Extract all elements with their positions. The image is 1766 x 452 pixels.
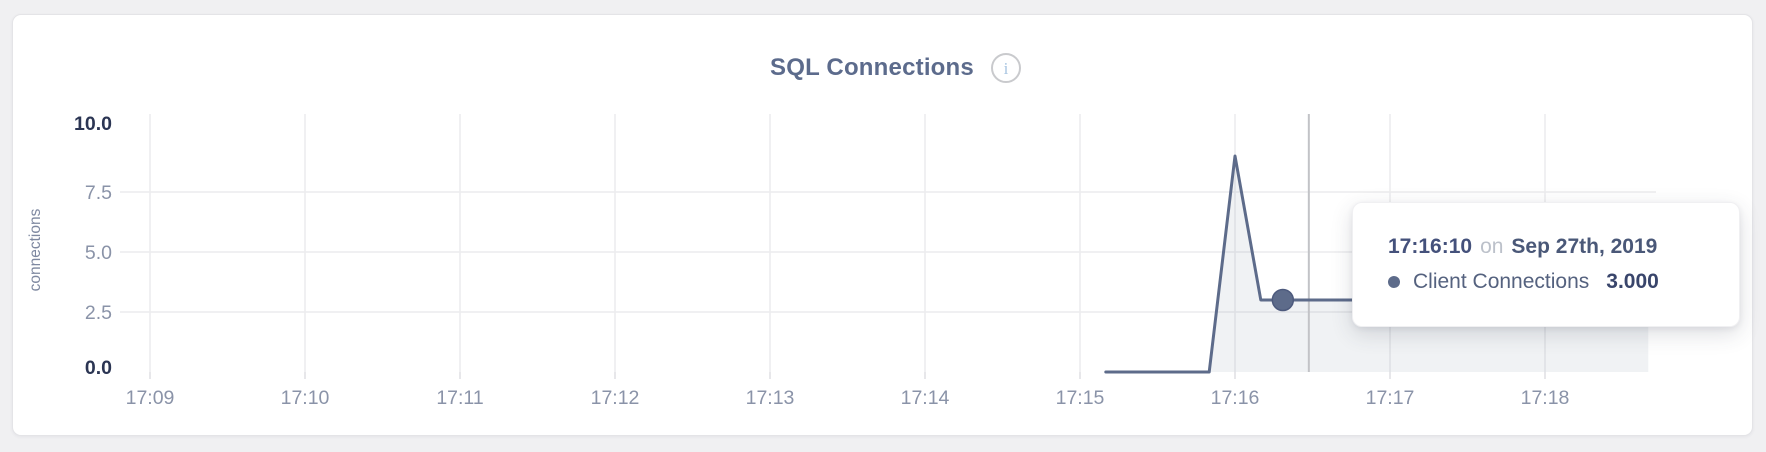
y-tick-label: 10.0: [74, 113, 112, 135]
y-tick-label: 0.0: [85, 357, 112, 379]
chart-title: SQL Connections: [770, 54, 974, 81]
x-tick-label: 17:16: [1211, 387, 1260, 409]
x-tick-label: 17:12: [591, 387, 640, 409]
x-tick-label: 17:10: [281, 387, 330, 409]
info-icon[interactable]: i: [990, 53, 1021, 83]
tooltip-conjunction: on: [1480, 235, 1504, 258]
tooltip-header-line: 17:16:10 on Sep 27th, 2019: [1388, 235, 1739, 259]
series-dot-icon: [1388, 276, 1400, 288]
tooltip-time: 17:16:10: [1388, 235, 1473, 258]
hover-marker[interactable]: [1271, 288, 1295, 312]
x-tick-label: 17:17: [1366, 387, 1415, 409]
y-tick-label: 7.5: [85, 182, 112, 204]
chart-header: SQL Connections i: [25, 51, 1766, 85]
x-tick-label: 17:11: [436, 387, 483, 409]
y-tick-label: 5.0: [85, 242, 112, 264]
y-tick-label: 2.5: [85, 302, 112, 324]
x-tick-label: 17:14: [901, 387, 950, 409]
tooltip-series-label: Client Connections: [1413, 270, 1590, 293]
y-axis-title: connections: [27, 208, 44, 291]
info-icon-glyph: i: [1003, 58, 1009, 78]
x-tick-label: 17:18: [1521, 387, 1570, 409]
x-tick-label: 17:09: [126, 387, 175, 409]
x-tick-label: 17:13: [746, 387, 795, 409]
tooltip-series-value: 3.000: [1606, 270, 1659, 293]
tooltip-series-line: Client Connections 3.000: [1388, 270, 1739, 294]
chart-tooltip: 17:16:10 on Sep 27th, 2019 Client Connec…: [1352, 202, 1740, 327]
tooltip-date: Sep 27th, 2019: [1511, 235, 1658, 258]
x-tick-label: 17:15: [1056, 387, 1105, 409]
